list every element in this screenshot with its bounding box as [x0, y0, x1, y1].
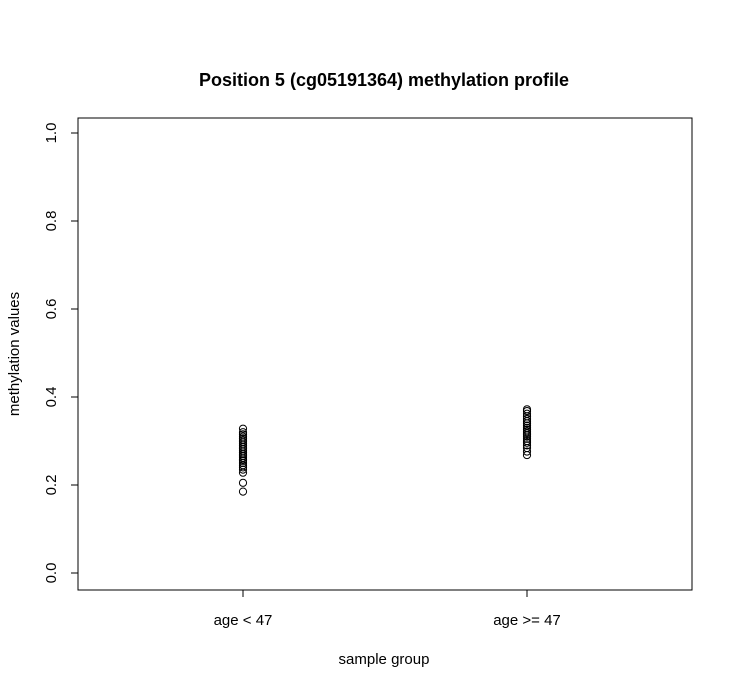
data-point	[238, 424, 248, 433]
data-point	[522, 441, 532, 450]
y-tick-label: 1.0	[43, 123, 60, 144]
data-points	[238, 405, 532, 496]
data-point	[522, 423, 532, 432]
data-point	[522, 421, 532, 430]
data-point	[522, 409, 532, 418]
data-point	[238, 463, 248, 472]
y-tick-label: 0.8	[43, 211, 60, 232]
data-point	[238, 487, 248, 496]
data-point	[522, 436, 532, 446]
data-point	[238, 430, 248, 439]
y-tick-label: 0.0	[43, 563, 60, 584]
x-tick-label: age >= 47	[493, 612, 561, 629]
plot-frame	[77, 117, 693, 591]
x-axis: age < 47 age >= 47	[214, 589, 561, 629]
data-point	[238, 465, 248, 474]
data-point	[522, 414, 532, 424]
x-tick-label: age < 47	[214, 612, 273, 629]
y-tick-label: 0.4	[43, 387, 60, 408]
chart-title: Position 5 (cg05191364) methylation prof…	[199, 70, 569, 90]
y-axis-label: methylation values	[6, 292, 23, 416]
data-point	[238, 432, 248, 441]
data-point	[522, 447, 532, 456]
data-point	[238, 428, 248, 437]
data-point	[522, 405, 532, 414]
x-axis-label: sample group	[339, 651, 430, 668]
data-point	[238, 478, 248, 487]
y-tick-label: 0.6	[43, 299, 60, 320]
y-axis: 0.0 0.2 0.4 0.6 0.8 1.0	[43, 123, 79, 584]
y-tick-label: 0.2	[43, 475, 60, 496]
